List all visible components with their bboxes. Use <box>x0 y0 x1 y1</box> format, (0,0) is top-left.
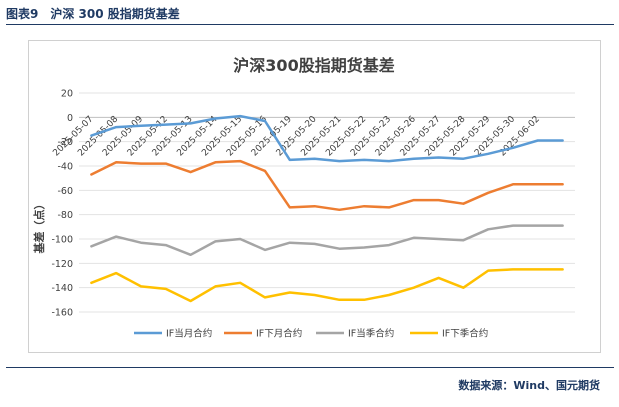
series-lines <box>90 114 564 303</box>
y-tick-label: 20 <box>61 89 73 100</box>
x-axis-ticks: 2025-05-072025-05-082025-05-092025-05-12… <box>51 114 541 158</box>
chart-container: 沪深300股指期货基差 20 0 -20 -40 -60 -80 -100 -120 -140 -… <box>28 40 601 353</box>
figure-number: 图表9 <box>6 7 39 21</box>
figure-caption: 图表9 沪深 300 股指期货基差 <box>6 5 192 22</box>
series-line-3 <box>90 224 564 257</box>
legend-label-2: IF下月合约 <box>256 328 302 340</box>
y-axis-ticks: 20 0 -20 -40 -60 -80 -100 -120 -140 -160 <box>51 89 73 319</box>
grid-lines <box>79 92 575 313</box>
y-tick-label: -80 <box>57 210 73 221</box>
legend-label-4: IF下季合约 <box>442 328 488 340</box>
y-tick-label: -40 <box>57 162 73 173</box>
source-note: 数据来源：Wind、国元期货 <box>458 379 600 392</box>
legend-label-1: IF当月合约 <box>166 328 212 340</box>
footer-divider <box>6 367 614 368</box>
legend-label-3: IF当季合约 <box>348 328 394 340</box>
y-tick-label: -160 <box>51 308 73 319</box>
legend: IF当月合约 IF下月合约 IF当季合约 IF下季合约 <box>134 328 488 340</box>
figure-title: 沪深 300 股指期货基差 <box>50 7 180 21</box>
series-line-1 <box>90 114 564 163</box>
series-line-2 <box>90 159 564 212</box>
y-tick-label: -120 <box>51 259 73 270</box>
caption-divider <box>6 24 614 25</box>
y-tick-label: -20 <box>57 137 73 148</box>
y-tick-label: -60 <box>57 186 73 197</box>
y-tick-label: 0 <box>67 113 73 124</box>
basis-line-chart: 沪深300股指期货基差 20 0 -20 -40 -60 -80 -100 -120 -140 -… <box>32 56 575 340</box>
y-tick-label: -140 <box>51 283 73 294</box>
series-line-4 <box>90 268 564 303</box>
y-axis-label: 基差（点） <box>32 199 46 255</box>
y-tick-label: -100 <box>51 235 73 246</box>
chart-title: 沪深300股指期货基差 <box>233 56 394 75</box>
